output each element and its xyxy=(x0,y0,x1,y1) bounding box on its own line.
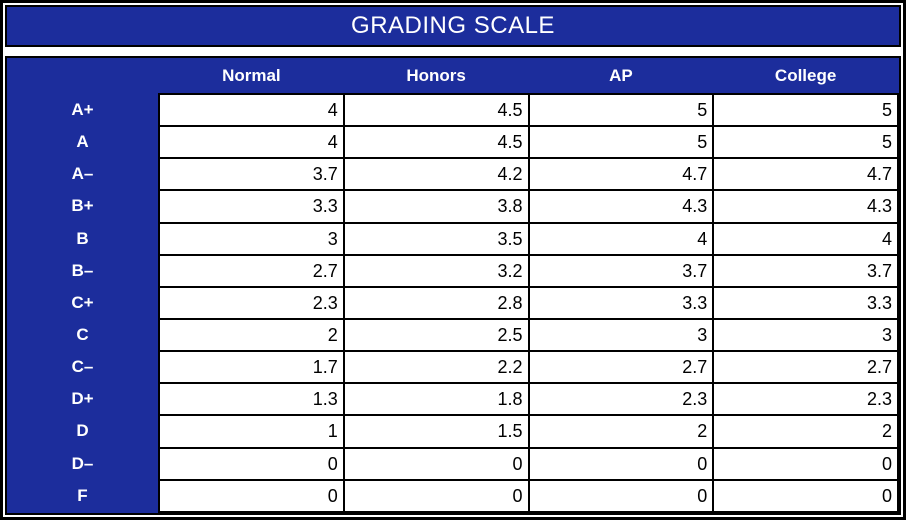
grade-value-cell: 4.3 xyxy=(527,189,715,224)
table-row: A 4 4.5 5 5 xyxy=(7,125,899,160)
grade-value-cell: 0 xyxy=(342,446,530,481)
row-label-grade: C xyxy=(7,318,159,352)
grade-value-cell: 4.7 xyxy=(712,157,899,192)
grade-value-cell: 3.8 xyxy=(342,189,530,224)
grading-table: Normal Honors AP College A+ 4 4.5 5 5 A 4 4.5 5 5 A– 3… xyxy=(7,58,899,513)
grade-value-cell: 4 xyxy=(527,221,715,256)
grade-value-cell: 0 xyxy=(342,478,530,513)
row-label-grade: D xyxy=(7,415,159,448)
table-row: A+ 4 4.5 5 5 xyxy=(7,92,899,128)
grade-value-cell: 2.5 xyxy=(342,317,530,353)
grade-value-cell: 2.8 xyxy=(342,285,530,320)
title-table-gap xyxy=(5,47,901,56)
grade-value-cell: 2 xyxy=(158,317,345,353)
table-row: C– 1.7 2.2 2.7 2.7 xyxy=(7,350,899,385)
grade-value-cell: 1.3 xyxy=(158,382,345,417)
column-header: AP xyxy=(528,58,714,94)
grade-value-cell: 1.5 xyxy=(342,414,530,449)
grade-value-cell: 2.3 xyxy=(712,382,899,417)
row-label-grade: D– xyxy=(7,447,159,480)
grade-value-cell: 3.7 xyxy=(712,253,899,288)
row-label-grade: A– xyxy=(7,158,159,191)
grade-value-cell: 0 xyxy=(527,446,715,481)
grade-value-cell: 4 xyxy=(158,125,345,160)
grade-value-cell: 3.3 xyxy=(527,285,715,320)
grade-value-cell: 1.7 xyxy=(158,350,345,385)
grade-value-cell: 4.2 xyxy=(342,157,530,192)
table-row: C 2 2.5 3 3 xyxy=(7,317,899,353)
table-row: D+ 1.3 1.8 2.3 2.3 xyxy=(7,382,899,417)
grade-value-cell: 0 xyxy=(527,478,715,513)
row-label-grade: B xyxy=(7,222,159,255)
grade-value-cell: 2.3 xyxy=(527,382,715,417)
grade-value-cell: 5 xyxy=(712,92,899,128)
corner-cell xyxy=(7,58,159,94)
page-title: GRADING SCALE xyxy=(351,12,555,39)
row-label-grade: F xyxy=(7,479,159,512)
column-header: Honors xyxy=(343,58,529,94)
grade-value-cell: 4.3 xyxy=(712,189,899,224)
grade-value-cell: 4.5 xyxy=(342,92,530,128)
table-row: B– 2.7 3.2 3.7 3.7 xyxy=(7,253,899,288)
grade-value-cell: 5 xyxy=(527,92,715,128)
grade-value-cell: 0 xyxy=(158,478,345,513)
row-label-grade: B– xyxy=(7,254,159,287)
row-label-grade: A+ xyxy=(7,94,159,127)
grade-value-cell: 1 xyxy=(158,414,345,449)
row-label-grade: C+ xyxy=(7,286,159,319)
grade-value-cell: 2 xyxy=(527,414,715,449)
grade-value-cell: 3.2 xyxy=(342,253,530,288)
grade-value-cell: 3.5 xyxy=(342,221,530,256)
row-label-grade: A xyxy=(7,126,159,159)
grade-value-cell: 2.7 xyxy=(158,253,345,288)
grade-value-cell: 4.5 xyxy=(342,125,530,160)
title-bar: GRADING SCALE xyxy=(5,5,901,47)
table-body: A+ 4 4.5 5 5 A 4 4.5 5 5 A– 3.7 4.2 4.7 4.7 B+ 3.3 3.8 4.3… xyxy=(7,92,899,513)
grade-value-cell: 0 xyxy=(712,478,899,513)
table-header-row: Normal Honors AP College xyxy=(7,58,898,94)
grade-value-cell: 0 xyxy=(158,446,345,481)
grade-value-cell: 3 xyxy=(527,317,715,353)
grade-value-cell: 2.7 xyxy=(527,350,715,385)
grading-table-block: Normal Honors AP College A+ 4 4.5 5 5 A 4 4.5 5 5 A– 3… xyxy=(5,56,901,515)
grade-value-cell: 2.3 xyxy=(158,285,345,320)
table-row: B 3 3.5 4 4 xyxy=(7,221,899,256)
column-header: College xyxy=(713,58,898,94)
grade-value-cell: 3 xyxy=(712,317,899,353)
column-header: Normal xyxy=(159,58,344,94)
table-row: B+ 3.3 3.8 4.3 4.3 xyxy=(7,189,899,224)
grade-value-cell: 0 xyxy=(712,446,899,481)
table-row: A– 3.7 4.2 4.7 4.7 xyxy=(7,157,899,192)
table-row: D– 0 0 0 0 xyxy=(7,446,899,481)
grade-value-cell: 3.7 xyxy=(527,253,715,288)
grade-value-cell: 3 xyxy=(158,221,345,256)
table-row: C+ 2.3 2.8 3.3 3.3 xyxy=(7,285,899,320)
grade-value-cell: 5 xyxy=(712,125,899,160)
grade-value-cell: 2.7 xyxy=(712,350,899,385)
grade-value-cell: 5 xyxy=(527,125,715,160)
row-label-grade: C– xyxy=(7,351,159,384)
grade-value-cell: 4 xyxy=(712,221,899,256)
grade-value-cell: 2 xyxy=(712,414,899,449)
grade-value-cell: 2.2 xyxy=(342,350,530,385)
grade-value-cell: 3.3 xyxy=(158,189,345,224)
grade-value-cell: 4.7 xyxy=(527,157,715,192)
row-label-grade: B+ xyxy=(7,190,159,223)
grade-value-cell: 1.8 xyxy=(342,382,530,417)
grade-value-cell: 4 xyxy=(158,92,345,128)
grade-value-cell: 3.7 xyxy=(158,157,345,192)
table-row: D 1 1.5 2 2 xyxy=(7,414,899,449)
grade-value-cell: 3.3 xyxy=(712,285,899,320)
row-label-grade: D+ xyxy=(7,383,159,416)
